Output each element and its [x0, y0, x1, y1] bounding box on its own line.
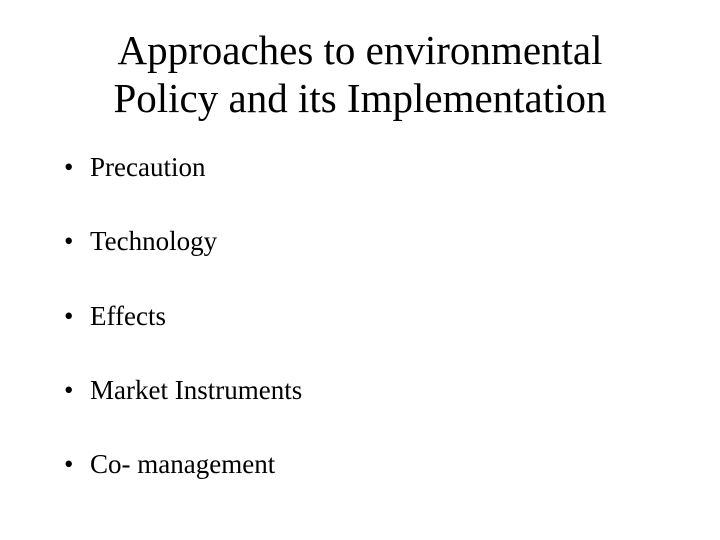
- bullet-list: Precaution Technology Effects Market Ins…: [50, 151, 670, 481]
- bullet-text: Effects: [90, 301, 166, 331]
- list-item: Precaution: [64, 151, 670, 183]
- list-item: Co- management: [64, 448, 670, 480]
- bullet-text: Co- management: [90, 449, 275, 479]
- list-item: Effects: [64, 300, 670, 332]
- slide: Approaches to environmental Policy and i…: [0, 0, 720, 540]
- bullet-text: Precaution: [90, 152, 205, 182]
- bullet-text: Technology: [90, 226, 217, 256]
- list-item: Technology: [64, 225, 670, 257]
- bullet-text: Market Instruments: [90, 375, 302, 405]
- title-line-1: Approaches to environmental: [117, 27, 602, 73]
- title-line-2: Policy and its Implementation: [113, 75, 606, 121]
- slide-title: Approaches to environmental Policy and i…: [50, 26, 670, 123]
- list-item: Market Instruments: [64, 374, 670, 406]
